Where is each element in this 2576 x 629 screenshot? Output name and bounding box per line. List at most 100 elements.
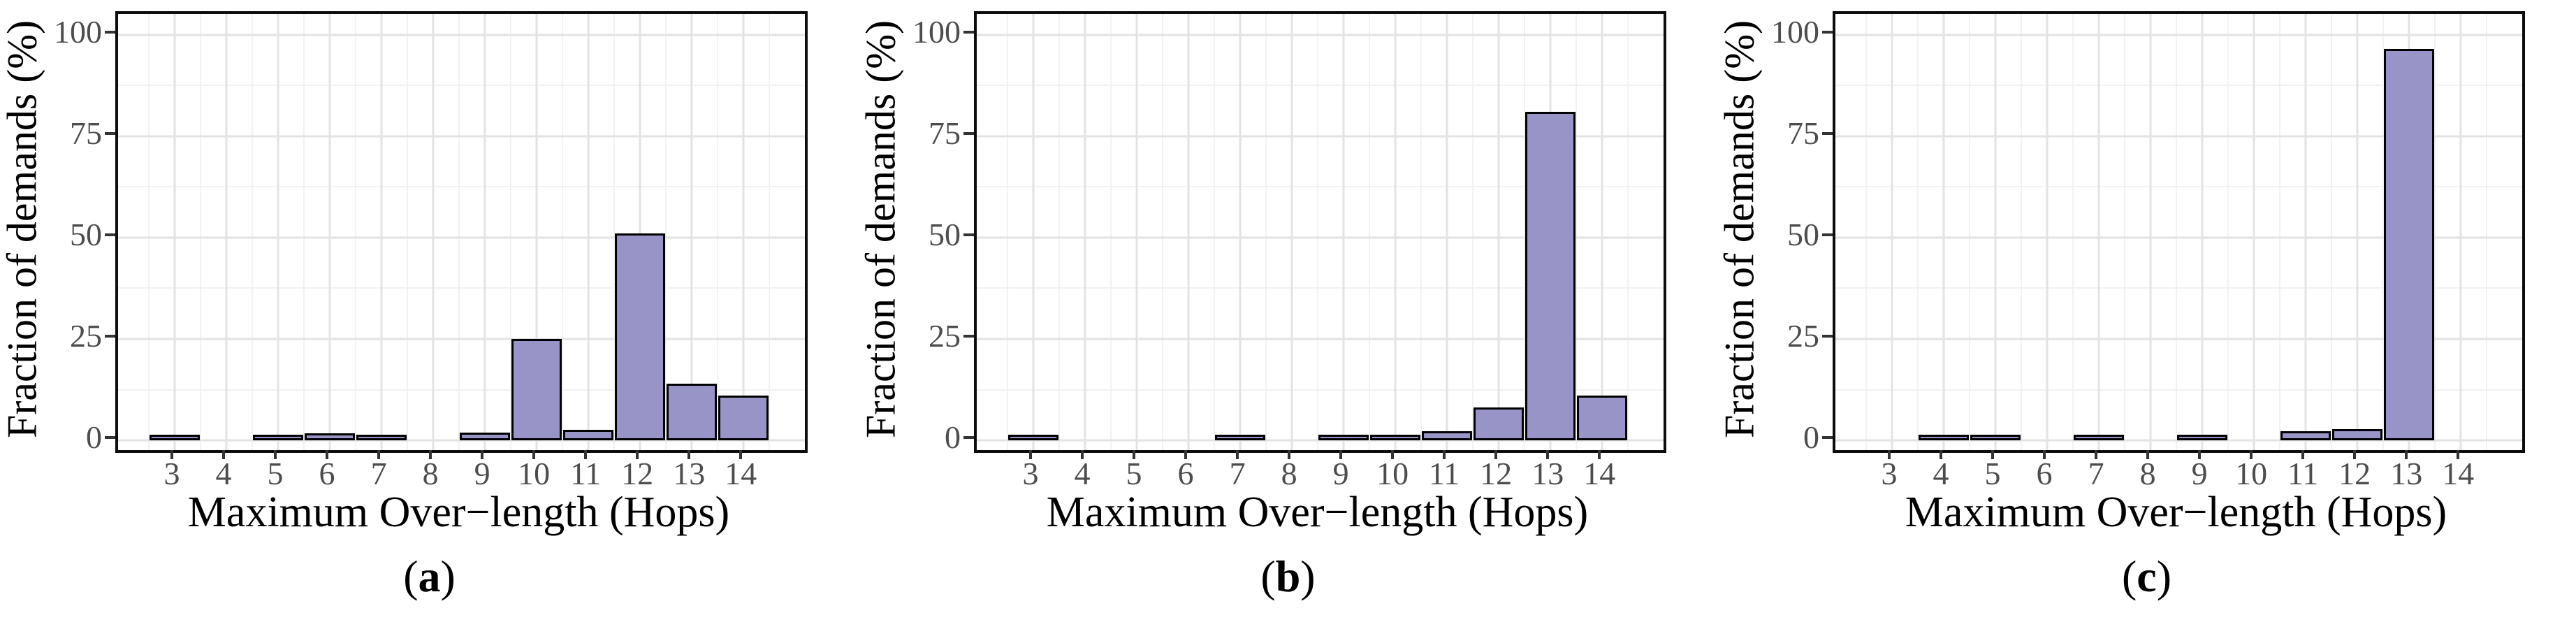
major-gridline-vertical xyxy=(1942,14,1945,450)
x-tick-label: 6 xyxy=(1177,456,1194,491)
x-tick-mark xyxy=(222,450,226,459)
minor-gridline-horizontal xyxy=(1835,287,2522,289)
y-tick-label: 25 xyxy=(70,317,102,354)
y-tick-label: 100 xyxy=(54,13,102,50)
x-tick-mark xyxy=(2301,450,2305,459)
minor-gridline-vertical xyxy=(1865,14,1867,450)
minor-gridline-vertical xyxy=(1162,14,1164,450)
y-axis-labels: 0 25 50 75 100 xyxy=(0,11,102,453)
x-tick-mark xyxy=(584,450,588,459)
major-gridline-vertical xyxy=(2149,14,2152,450)
bar-9 xyxy=(460,433,511,441)
minor-gridline-horizontal xyxy=(977,389,1664,391)
minor-gridline-vertical xyxy=(769,14,771,450)
x-tick-mark xyxy=(326,450,329,459)
caption-paren-close: ) xyxy=(440,551,456,601)
bar-11 xyxy=(563,430,614,441)
minor-gridline-vertical xyxy=(355,14,357,450)
y-tick-label: 0 xyxy=(86,419,102,456)
caption-paren-open: ( xyxy=(2121,551,2137,601)
x-tick-label: 3 xyxy=(163,456,180,491)
y-tick-mark xyxy=(1822,334,1833,338)
x-tick-label: 5 xyxy=(1126,456,1142,491)
minor-gridline-vertical xyxy=(252,14,254,450)
minor-gridline-vertical xyxy=(1969,14,1971,450)
major-gridline-vertical xyxy=(2356,14,2359,450)
x-tick-label: 10 xyxy=(1376,456,1409,491)
y-tick-label: 100 xyxy=(912,13,961,50)
bar-11 xyxy=(2280,431,2331,441)
y-tick-mark xyxy=(105,233,115,236)
y-tick-mark xyxy=(963,131,974,135)
minor-gridline-vertical xyxy=(407,14,409,450)
y-tick-mark xyxy=(105,334,115,338)
x-tick-mark xyxy=(1546,450,1550,459)
caption-paren-open: ( xyxy=(403,551,419,601)
bar-7 xyxy=(356,434,407,441)
minor-gridline-vertical xyxy=(510,14,512,450)
major-gridline-horizontal xyxy=(1835,135,2522,138)
y-tick-label: 25 xyxy=(1787,317,1819,354)
x-tick-mark xyxy=(377,450,381,459)
major-gridline-vertical xyxy=(1446,14,1448,450)
bar-13 xyxy=(1525,111,1576,441)
y-tick-label: 50 xyxy=(1787,216,1819,252)
minor-gridline-vertical xyxy=(2486,14,2488,450)
y-tick-mark xyxy=(105,436,115,440)
x-tick-mark xyxy=(1598,450,1601,459)
x-tick-label: 7 xyxy=(1229,456,1246,491)
x-tick-mark xyxy=(2405,450,2408,459)
minor-gridline-vertical xyxy=(2279,14,2281,450)
x-tick-label: 12 xyxy=(1480,456,1513,491)
minor-gridline-vertical xyxy=(562,14,564,450)
x-tick-label: 9 xyxy=(1332,456,1349,491)
minor-gridline-vertical xyxy=(200,14,201,450)
minor-gridline-horizontal xyxy=(977,186,1664,188)
minor-gridline-horizontal xyxy=(118,85,805,87)
x-tick-label: 7 xyxy=(2088,456,2104,491)
plot-area xyxy=(1833,11,2525,453)
x-axis-tick-marks xyxy=(974,450,1661,459)
x-axis-tick-marks xyxy=(1833,450,2519,459)
minor-gridline-vertical xyxy=(613,14,616,450)
major-gridline-vertical xyxy=(432,14,435,450)
bar-9 xyxy=(2177,435,2228,441)
major-gridline-vertical xyxy=(1084,14,1086,450)
minor-gridline-vertical xyxy=(1627,14,1629,450)
bar-12 xyxy=(2332,428,2383,441)
major-gridline-vertical xyxy=(173,14,176,450)
major-gridline-vertical xyxy=(328,14,331,450)
x-tick-mark xyxy=(2353,450,2357,459)
major-gridline-horizontal xyxy=(1835,34,2522,36)
y-tick-mark xyxy=(105,30,115,34)
major-gridline-vertical xyxy=(2097,14,2100,450)
x-tick-label: 12 xyxy=(621,456,654,491)
x-tick-mark xyxy=(1133,450,1136,459)
panel-caption: (a) xyxy=(0,551,859,602)
major-gridline-vertical xyxy=(1601,14,1603,450)
major-gridline-vertical xyxy=(1290,14,1293,450)
x-axis-title: Maximum Over−length (Hops) xyxy=(187,489,730,536)
x-tick-label: 4 xyxy=(1074,456,1091,491)
y-axis-tick-marks xyxy=(105,11,115,447)
bar-5 xyxy=(1970,435,2021,441)
x-tick-label: 9 xyxy=(474,456,490,491)
major-gridline-horizontal xyxy=(977,135,1664,138)
minor-gridline-horizontal xyxy=(118,389,805,391)
minor-gridline-vertical xyxy=(147,14,150,450)
major-gridline-horizontal xyxy=(977,338,1664,340)
bar-4 xyxy=(1919,435,1969,441)
x-tick-mark xyxy=(2457,450,2460,459)
x-tick-label: 13 xyxy=(673,456,706,491)
bar-7 xyxy=(2074,435,2125,441)
x-tick-mark xyxy=(1339,450,1343,459)
x-tick-label: 4 xyxy=(215,456,232,491)
minor-gridline-vertical xyxy=(2434,14,2436,450)
minor-gridline-vertical xyxy=(665,14,667,450)
bar-12 xyxy=(1473,407,1525,441)
bar-11 xyxy=(1422,431,1473,441)
y-tick-mark xyxy=(963,30,974,34)
y-tick-mark xyxy=(1822,30,1833,34)
